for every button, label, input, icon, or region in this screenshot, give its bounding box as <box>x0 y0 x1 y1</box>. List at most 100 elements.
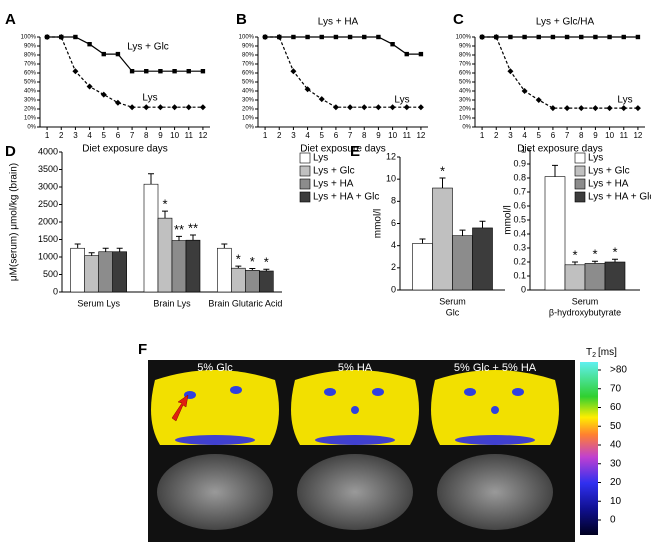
y-tick-label: 3000 <box>38 181 58 191</box>
marker <box>129 69 135 74</box>
colorbar-tick-label: 60 <box>610 402 622 413</box>
colorbar-tick-label: 20 <box>610 477 622 488</box>
marker <box>171 104 178 111</box>
y-tick-label: 30% <box>24 98 37 104</box>
x-tick-label: 3 <box>291 131 296 140</box>
marker <box>333 34 339 40</box>
y-tick-label: 0.5 <box>513 214 526 224</box>
y-tick-label: 50% <box>242 80 255 86</box>
x-axis-title: Diet exposure days <box>517 144 603 155</box>
bar <box>171 240 187 293</box>
marker <box>290 68 297 75</box>
x-tick-label: 8 <box>362 131 367 140</box>
bar <box>452 235 473 291</box>
error-bar <box>162 210 168 219</box>
significance: * <box>264 255 269 270</box>
error-bar <box>479 220 486 228</box>
legend-label: Lys <box>588 153 603 164</box>
bar <box>217 247 232 293</box>
y-tick-label: 4 <box>391 240 396 250</box>
error-bar <box>235 265 242 269</box>
marker <box>114 99 121 106</box>
x-tick-label: β-hydroxybutyrate <box>549 307 621 317</box>
error-bar <box>263 268 270 271</box>
x-tick-label: 2 <box>277 131 282 140</box>
y-tick-label: 2000 <box>38 216 58 226</box>
y-tick-label: 80% <box>459 53 472 59</box>
y-tick-label: 60% <box>459 71 472 77</box>
marker <box>493 34 500 40</box>
y-tick-label: 0% <box>27 125 36 131</box>
x-tick-label: 10 <box>388 131 397 140</box>
y-tick-label: 100% <box>21 35 37 41</box>
y-tick-label: 100% <box>239 35 255 41</box>
y-tick-label: 2 <box>391 262 396 272</box>
x-tick-label: 12 <box>416 131 425 140</box>
x-tick-label: 5 <box>537 131 542 140</box>
x-tick-label: 3 <box>508 131 513 140</box>
x-tick-label: 4 <box>87 131 92 140</box>
bar <box>231 267 246 293</box>
y-tick-label: 0.1 <box>513 270 526 280</box>
legend-swatch <box>299 165 311 177</box>
marker <box>291 34 296 40</box>
x-tick-label: 12 <box>633 131 642 140</box>
y-tick-label: 0.4 <box>513 228 526 238</box>
error-bar <box>116 247 123 252</box>
marker <box>592 105 599 112</box>
error-bar <box>221 243 228 249</box>
y-tick-label: 30% <box>459 98 472 104</box>
colorbar-tick-label: >80 <box>610 365 627 376</box>
marker <box>535 97 542 103</box>
legend-swatch <box>574 152 586 164</box>
marker <box>129 104 136 111</box>
x-tick-label: 2 <box>59 131 64 140</box>
marker <box>158 69 163 74</box>
line <box>47 36 203 108</box>
marker <box>564 105 571 112</box>
y-tick-label: 1000 <box>38 251 58 261</box>
y-tick-label: 70% <box>459 62 472 68</box>
line <box>47 36 203 72</box>
marker <box>389 104 396 111</box>
x-tick-label: 6 <box>116 131 121 140</box>
error-bar <box>419 238 426 244</box>
series-label: Lys <box>394 95 409 106</box>
marker <box>375 104 382 111</box>
x-tick-label: Serum <box>572 296 599 306</box>
marker <box>362 34 367 40</box>
error-bar <box>148 173 154 185</box>
x-tick-label: 8 <box>144 131 149 140</box>
y-tick-label: 4000 <box>38 146 58 156</box>
y-tick-label: 90% <box>459 44 472 50</box>
significance: * <box>250 254 255 269</box>
marker <box>157 104 164 111</box>
legend-label: Lys + HA <box>313 179 354 190</box>
marker <box>621 34 626 40</box>
bar <box>259 270 274 293</box>
marker <box>593 34 598 40</box>
legend-label: Lys + HA + Glc <box>588 192 651 203</box>
y-tick-label: 2500 <box>38 199 58 209</box>
marker <box>86 83 93 90</box>
error-bar <box>552 164 558 177</box>
bar <box>245 269 260 293</box>
marker <box>319 34 324 40</box>
y-tick-label: 20% <box>459 107 472 113</box>
marker <box>72 68 79 75</box>
y-tick-label: 0.7 <box>513 186 526 196</box>
x-tick-label: 8 <box>579 131 584 140</box>
y-axis-title: μM(serum) μmol/kg (brain) <box>9 163 20 281</box>
series-label: Lys + Glc <box>127 42 169 53</box>
y-tick-label: 80% <box>242 53 255 59</box>
error-bar <box>102 247 109 252</box>
error-bar <box>74 243 81 249</box>
marker <box>418 51 424 57</box>
significance: * <box>592 247 597 262</box>
y-tick-label: 12 <box>386 151 396 161</box>
significance: * <box>612 245 617 260</box>
marker <box>607 34 612 40</box>
bar <box>84 255 99 293</box>
error-bar <box>88 252 95 256</box>
